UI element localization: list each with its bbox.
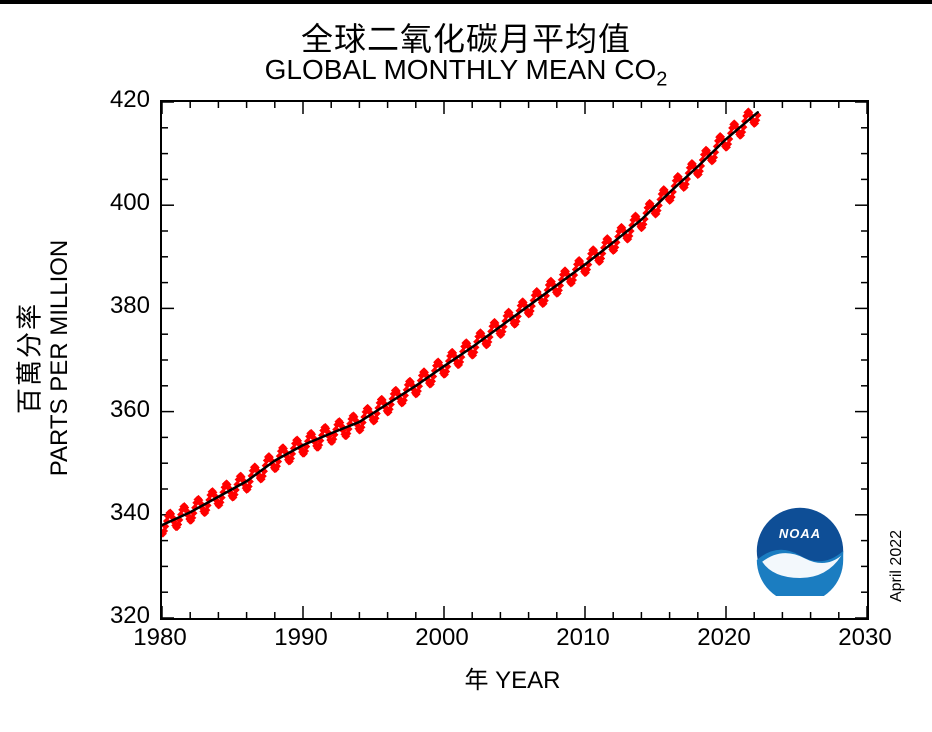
y-tick-label: 340 (90, 499, 150, 527)
y-tick-label: 380 (90, 292, 150, 320)
noaa-logo-svg (755, 506, 845, 596)
y-tick-label: 360 (90, 396, 150, 424)
x-tick-label: 2000 (415, 624, 468, 652)
y-axis-label-chinese: 百萬分率 (10, 302, 47, 414)
title-en-text: GLOBAL MONTHLY MEAN CO (265, 54, 657, 85)
x-tick-label: 2010 (556, 624, 609, 652)
x-tick-label: 1990 (274, 624, 327, 652)
noaa-logo-text: NOAA (755, 526, 845, 541)
chart-container: 全球二氧化碳月平均值 GLOBAL MONTHLY MEAN CO2 32034… (0, 0, 932, 732)
x-tick-label: 1980 (133, 624, 186, 652)
y-tick-label: 420 (90, 86, 150, 114)
title-en-subscript: 2 (656, 69, 667, 91)
noaa-logo: NOAA (755, 506, 845, 596)
x-tick-label: 2020 (697, 624, 750, 652)
x-axis-label: 年 YEAR (160, 660, 865, 695)
x-tick-label: 2030 (838, 624, 891, 652)
date-stamp: April 2022 (888, 530, 906, 602)
y-axis-label-english: PARTS PER MILLION (46, 240, 74, 477)
y-tick-label: 400 (90, 189, 150, 217)
